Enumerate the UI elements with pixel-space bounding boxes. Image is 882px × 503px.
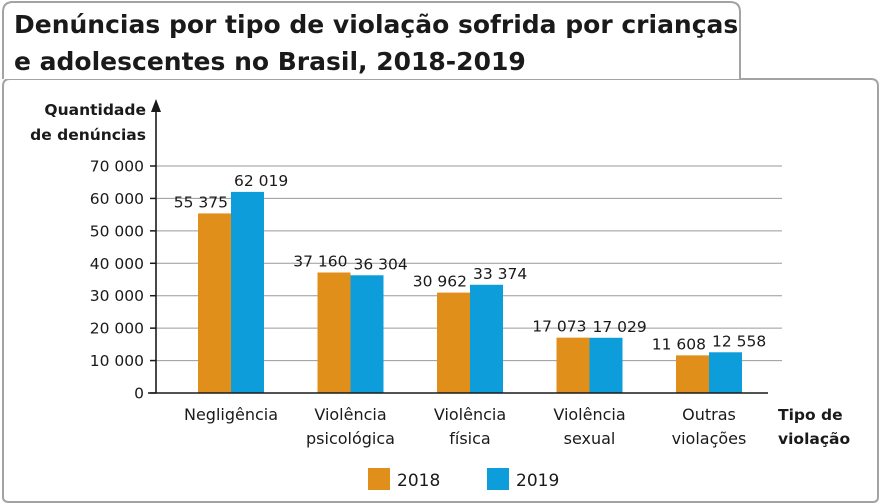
category-label: psicológica bbox=[306, 429, 395, 448]
bar-2018 bbox=[676, 355, 709, 393]
y-axis-ticks: 0 10 000 20 000 30 000 40 000 50 000 60 000 70 … bbox=[90, 158, 156, 403]
legend-swatch-2018 bbox=[368, 468, 390, 490]
category-label: Violência bbox=[314, 405, 386, 424]
data-label-2019: 62 019 bbox=[234, 172, 288, 190]
category-label: física bbox=[449, 429, 490, 448]
category-label: Outras bbox=[682, 405, 736, 424]
y-axis-title-line-2: de denúncias bbox=[30, 126, 146, 144]
category-label: Violência bbox=[434, 405, 506, 424]
data-label-2019: 12 558 bbox=[712, 332, 766, 350]
y-tick-label: 30 000 bbox=[90, 287, 144, 305]
legend: 2018 2019 bbox=[368, 468, 559, 491]
y-tick-label: 0 bbox=[134, 385, 144, 403]
legend-label-2018: 2018 bbox=[397, 471, 440, 491]
bar-2018 bbox=[317, 272, 351, 393]
bar-2019 bbox=[231, 191, 264, 393]
data-label-2018: 17 073 bbox=[532, 318, 586, 336]
bar-2019 bbox=[589, 337, 623, 393]
y-tick-label: 50 000 bbox=[90, 222, 144, 240]
category-label: sexual bbox=[564, 429, 616, 448]
category-label: violações bbox=[672, 429, 747, 448]
data-label-2019: 36 304 bbox=[354, 255, 408, 273]
y-axis-arrow-icon bbox=[151, 99, 161, 112]
category-label: Violência bbox=[553, 405, 625, 424]
y-tick-label: 40 000 bbox=[90, 255, 144, 273]
title-tab bbox=[2, 1, 741, 79]
y-tick-label: 70 000 bbox=[90, 158, 144, 176]
chart-frame bbox=[2, 78, 879, 503]
legend-swatch-2019 bbox=[487, 468, 509, 490]
legend-label-2019: 2019 bbox=[516, 471, 559, 491]
category-labels: Negligência Violência psicológica Violência… bbox=[184, 405, 746, 448]
category-label: Negligência bbox=[184, 405, 278, 424]
bar-2019 bbox=[709, 352, 742, 393]
bar-2018 bbox=[437, 292, 470, 393]
data-label-2018: 37 160 bbox=[293, 252, 347, 270]
data-labels: 55 375 62 019 37 160 36 304 30 962 33 374 17 0… bbox=[174, 172, 767, 353]
x-axis-title-line-2: violação bbox=[778, 430, 850, 448]
y-tick-label: 20 000 bbox=[90, 320, 144, 338]
chart-title: Denúncias por tipo de violação sofrida p… bbox=[14, 10, 738, 76]
bar-2019 bbox=[470, 284, 503, 393]
data-label-2018: 30 962 bbox=[413, 273, 467, 291]
y-tick-label: 10 000 bbox=[90, 352, 144, 370]
bar-2018 bbox=[556, 337, 590, 393]
data-label-2018: 11 608 bbox=[652, 335, 706, 353]
data-label-2019: 33 374 bbox=[473, 265, 527, 283]
bars bbox=[198, 191, 742, 393]
bar-2019 bbox=[350, 275, 384, 393]
x-axis-title: Tipo de violação bbox=[778, 406, 850, 448]
data-label-2019: 17 029 bbox=[593, 318, 647, 336]
y-axis-title: Quantidade de denúncias bbox=[30, 101, 146, 144]
bar-2018 bbox=[198, 213, 231, 393]
x-axis-title-line-1: Tipo de bbox=[778, 406, 843, 424]
chart-title-line-2: e adolescentes no Brasil, 2018-2019 bbox=[14, 47, 526, 76]
y-tick-label: 60 000 bbox=[90, 190, 144, 208]
chart-title-line-1: Denúncias por tipo de violação sofrida p… bbox=[14, 10, 738, 39]
data-label-2018: 55 375 bbox=[174, 193, 228, 211]
y-axis-title-line-1: Quantidade bbox=[44, 101, 146, 119]
